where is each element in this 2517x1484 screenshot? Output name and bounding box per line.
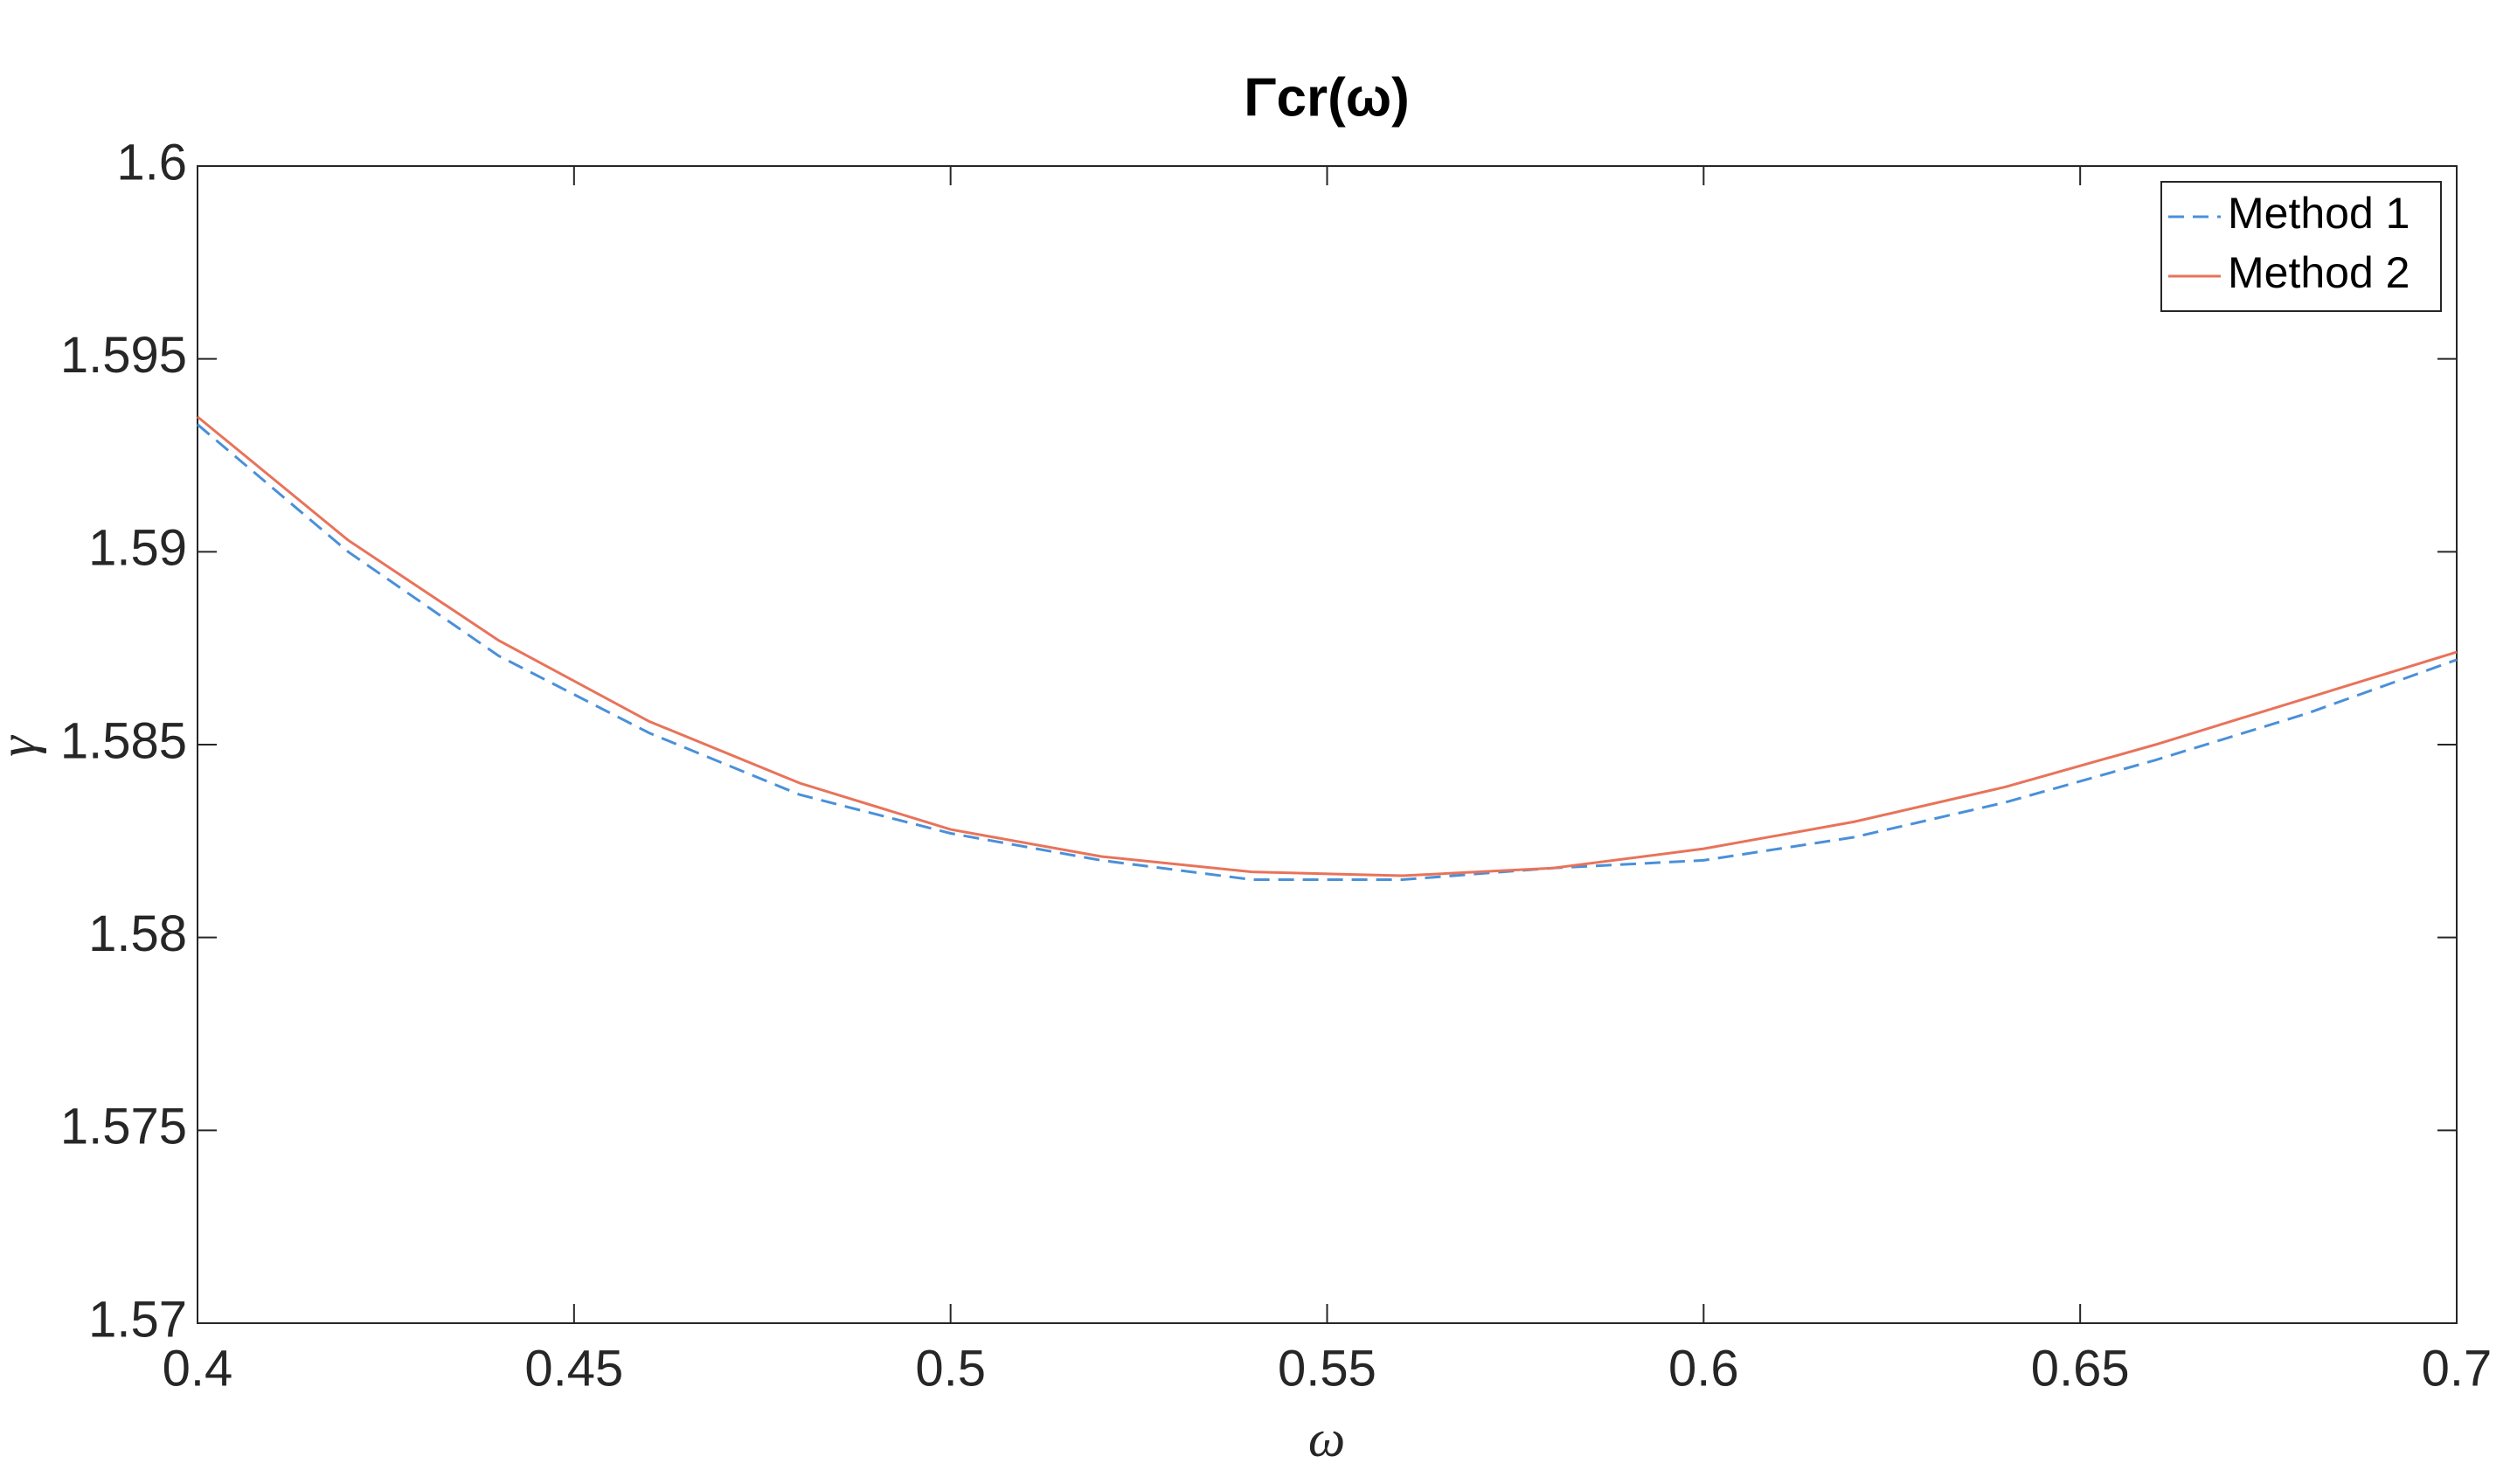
series-line <box>197 415 2458 877</box>
legend-label: Method 1 <box>2228 189 2410 238</box>
x-tick-label: 0.45 <box>524 1340 623 1397</box>
x-tick-label: 0.7 <box>2422 1340 2493 1397</box>
y-tick-label: 1.585 <box>60 712 187 769</box>
y-tick-label: 1.59 <box>88 520 187 577</box>
series-line <box>197 423 2458 881</box>
x-tick-label: 0.6 <box>1668 1340 1739 1397</box>
legend-box <box>2160 181 2442 312</box>
x-tick-label: 0.4 <box>163 1340 233 1397</box>
y-tick-label: 1.575 <box>60 1099 187 1155</box>
x-tick-label: 0.65 <box>2031 1340 2130 1397</box>
x-tick-label: 0.55 <box>1278 1340 1376 1397</box>
y-tick-label: 1.6 <box>116 134 187 191</box>
chart-title: Γcr(ω) <box>1244 67 1410 128</box>
y-tick-label: 1.57 <box>88 1291 187 1348</box>
x-tick-label: 0.5 <box>915 1340 986 1397</box>
x-axis-label: ω <box>1308 1410 1345 1467</box>
y-tick-label: 1.595 <box>60 327 187 384</box>
legend-label: Method 2 <box>2228 248 2410 297</box>
y-tick-label: 1.58 <box>88 905 187 962</box>
y-axis-label: γ <box>0 735 46 757</box>
